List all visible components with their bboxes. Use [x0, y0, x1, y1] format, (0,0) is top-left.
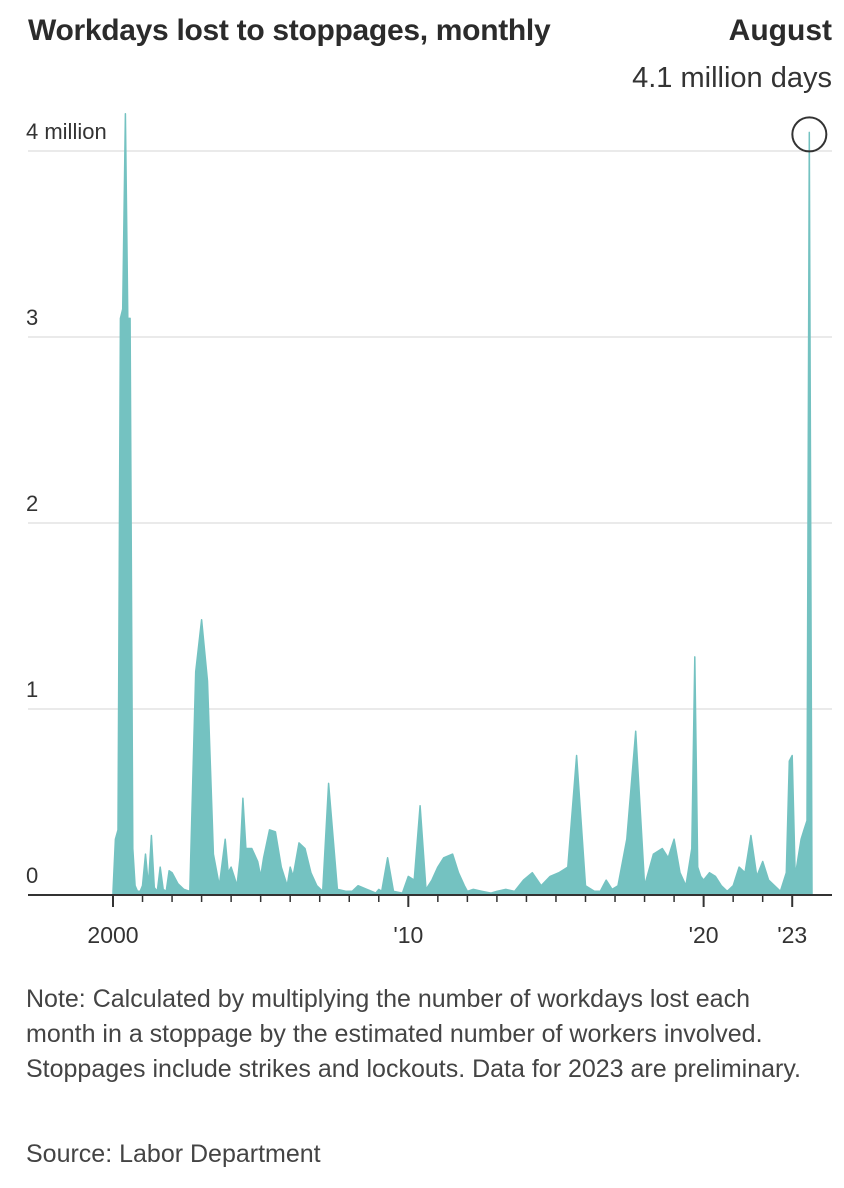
annotation-marker — [791, 116, 828, 153]
x-tick-label: '10 — [393, 922, 423, 948]
chart-title: Workdays lost to stoppages, monthly — [28, 14, 551, 47]
y-tick-label: 3 — [26, 305, 38, 330]
y-tick-label: 1 — [26, 677, 38, 702]
y-tick-label: 4 million — [26, 119, 107, 144]
annotation-month: August — [728, 14, 832, 47]
y-tick-label: 2 — [26, 491, 38, 516]
x-axis-ticks: 2000 '10 '20 '23 — [87, 922, 807, 948]
x-tick-label: '20 — [689, 922, 719, 948]
y-axis-ticks: 0 1 2 3 4 million — [26, 119, 107, 888]
annotation-value: 4.1 million days — [632, 62, 832, 94]
chart-source: Source: Labor Department — [26, 1140, 321, 1168]
y-tick-label: 0 — [26, 863, 38, 888]
x-axis — [28, 894, 832, 907]
area-chart: 0 1 2 3 4 million 2000 '10 '20 '23 — [26, 113, 832, 948]
area-series — [112, 113, 813, 896]
x-tick-label: 2000 — [87, 922, 138, 948]
area-series-path — [112, 113, 813, 896]
x-tick-label: '23 — [777, 922, 807, 948]
gridlines — [28, 150, 832, 710]
annotation-circle — [791, 116, 828, 153]
chart-note: Note: Calculated by multiplying the numb… — [26, 985, 801, 1083]
